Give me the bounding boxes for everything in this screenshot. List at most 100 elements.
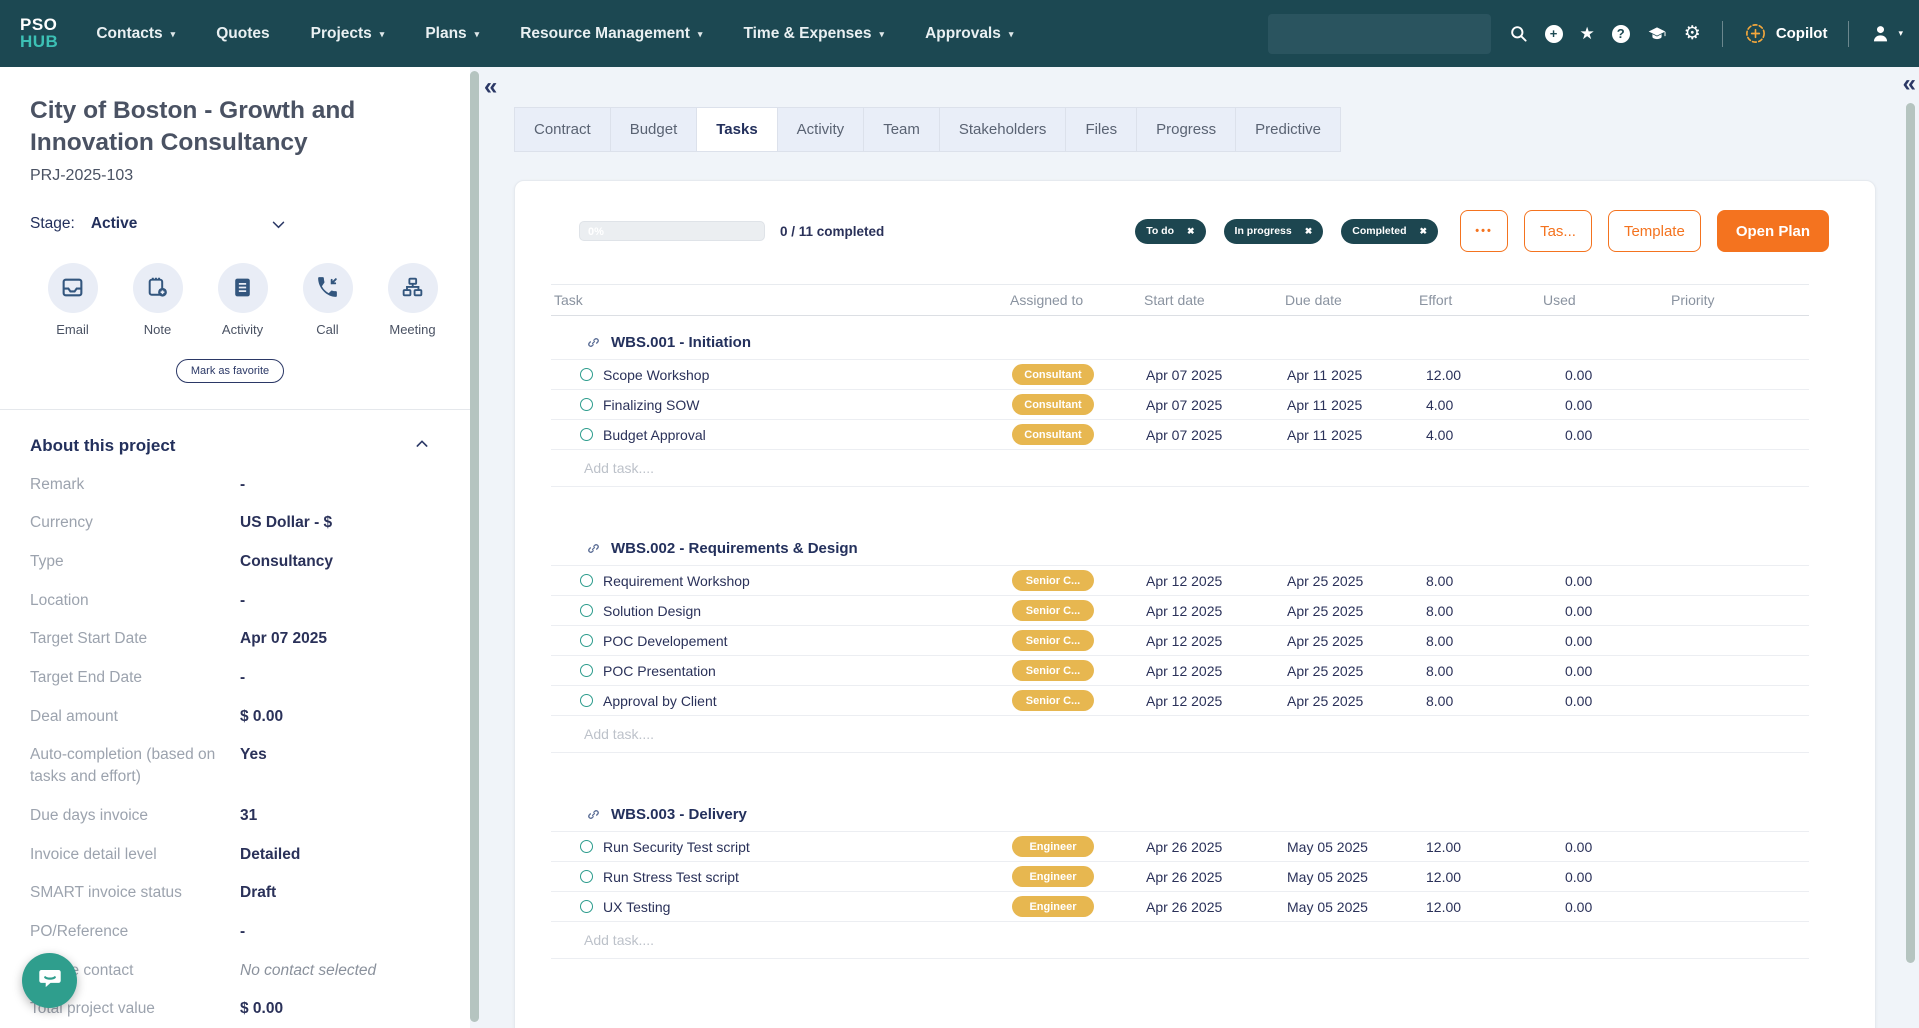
filter-chip-to-do[interactable]: To do ✖ (1135, 218, 1206, 244)
task-name[interactable]: POC Presentation (603, 662, 716, 679)
task-name[interactable]: Finalizing SOW (603, 396, 700, 413)
remove-filter-icon[interactable]: ✖ (1186, 225, 1195, 236)
quick-action-email[interactable]: Email (30, 262, 115, 337)
tab-progress[interactable]: Progress (1136, 107, 1237, 152)
task-name[interactable]: Budget Approval (603, 426, 706, 443)
caret-down-icon: ▾ (1898, 28, 1903, 38)
task-name[interactable]: Solution Design (603, 602, 702, 619)
remove-filter-icon[interactable]: ✖ (1304, 225, 1313, 236)
task-name[interactable]: POC Developement (603, 632, 728, 649)
assignee-badge[interactable]: Consultant (1012, 394, 1094, 415)
open-plan-button[interactable]: Open Plan (1716, 210, 1829, 252)
assignee-badge[interactable]: Consultant (1012, 424, 1094, 445)
tab-files[interactable]: Files (1065, 107, 1138, 152)
account-menu[interactable]: ▾ (1870, 23, 1903, 44)
task-status-circle[interactable] (580, 840, 593, 853)
task-status-circle[interactable] (580, 870, 593, 883)
copilot-button[interactable]: Copilot (1744, 22, 1827, 45)
group-name: WBS.001 - Initiation (611, 333, 752, 351)
field-row-invoice-detail-level: Invoice detail level Detailed (30, 844, 430, 866)
assignee-badge[interactable]: Consultant (1012, 364, 1094, 385)
tab-predictive[interactable]: Predictive (1235, 107, 1341, 152)
stage-value[interactable]: Active (90, 214, 138, 232)
task-status-circle[interactable] (580, 428, 593, 441)
tab-tasks[interactable]: Tasks (696, 107, 778, 152)
assignee-badge[interactable]: Engineer (1012, 836, 1094, 857)
task-status-circle[interactable] (580, 574, 593, 587)
task-name[interactable]: Run Security Test script (603, 838, 750, 855)
task-status-circle[interactable] (580, 368, 593, 381)
plus-circle-icon[interactable]: + (1544, 24, 1563, 43)
nav-item-contacts[interactable]: Contacts ▾ (96, 25, 175, 43)
filter-chip-completed[interactable]: Completed ✖ (1341, 218, 1439, 244)
user-avatar-icon (1870, 23, 1891, 44)
task-name[interactable]: Scope Workshop (603, 366, 710, 383)
assignee-badge[interactable]: Senior C... (1012, 690, 1094, 711)
psohub-logo[interactable]: PSO HUB (20, 16, 58, 49)
task-status-circle[interactable] (580, 664, 593, 677)
nav-item-time-expenses[interactable]: Time & Expenses ▾ (743, 25, 884, 43)
nav-item-quotes[interactable]: Quotes (216, 25, 269, 43)
collapse-sidebar-icon[interactable]: « (484, 73, 498, 100)
tab-activity[interactable]: Activity (776, 107, 865, 152)
assignee-badge[interactable]: Senior C... (1012, 660, 1094, 681)
quick-action-note[interactable]: Note (115, 262, 200, 337)
settings-gear-icon[interactable]: ⚙ (1683, 23, 1701, 44)
tab-budget[interactable]: Budget (609, 107, 698, 152)
group-name: WBS.003 - Delivery (611, 805, 747, 823)
template-button[interactable]: Template (1607, 210, 1701, 252)
task-name[interactable]: Requirement Workshop (603, 572, 750, 589)
task-name-cell: Run Stress Test script (551, 869, 1010, 885)
tab-stakeholders[interactable]: Stakeholders (938, 107, 1067, 152)
quick-action-call[interactable]: Call (285, 262, 370, 337)
quick-action-activity[interactable]: Activity (200, 262, 285, 337)
quick-action-meeting[interactable]: Meeting (370, 262, 455, 337)
assignee-badge[interactable]: Engineer (1012, 896, 1094, 917)
task-status-circle[interactable] (580, 900, 593, 913)
nav-item-approvals[interactable]: Approvals ▾ (925, 25, 1013, 43)
effort-cell: 12.00 (1426, 366, 1462, 383)
nav-item-resource-management[interactable]: Resource Management ▾ (520, 25, 702, 43)
academy-icon[interactable] (1647, 24, 1667, 44)
nav-item-plans[interactable]: Plans ▾ (425, 25, 479, 43)
collapse-panel-icon[interactable]: « (1902, 70, 1916, 97)
assignee-badge[interactable]: Senior C... (1012, 600, 1094, 621)
mark-favorite-button[interactable]: Mark as favorite (175, 358, 285, 383)
task-status-circle[interactable] (580, 604, 593, 617)
group-header[interactable]: WBS.002 - Requirements & Design (551, 531, 1809, 565)
global-search-input[interactable] (1267, 13, 1491, 54)
search-icon[interactable] (1509, 24, 1528, 43)
sidebar-scrollbar[interactable] (470, 71, 479, 1022)
group-header[interactable]: WBS.001 - Initiation (551, 325, 1809, 359)
task-status-circle[interactable] (580, 634, 593, 647)
assignee-badge[interactable]: Engineer (1012, 866, 1094, 887)
nav-item-label: Contacts (96, 24, 163, 42)
add-task-input[interactable]: Add task.... (551, 922, 1809, 959)
assignee-badge[interactable]: Senior C... (1012, 630, 1094, 651)
add-task-input[interactable]: Add task.... (551, 450, 1809, 487)
chevron-down-icon[interactable] (270, 216, 287, 238)
more-options-button[interactable]: ••• (1460, 210, 1509, 252)
column-header-priority: Priority (1671, 292, 1715, 308)
tab-team[interactable]: Team (863, 107, 940, 152)
filter-chip-in-progress[interactable]: In progress ✖ (1223, 218, 1324, 244)
chevron-up-icon[interactable] (414, 436, 430, 457)
nav-item-projects[interactable]: Projects ▾ (311, 25, 385, 43)
due-date-cell: Apr 25 2025 (1287, 602, 1364, 619)
task-name[interactable]: UX Testing (603, 898, 671, 915)
task-button[interactable]: Tas... (1524, 210, 1592, 252)
help-icon[interactable]: ? (1611, 24, 1630, 43)
add-task-input[interactable]: Add task.... (551, 716, 1809, 753)
field-value: Apr 07 2025 (240, 630, 328, 648)
chat-launcher-button[interactable] (22, 953, 77, 1008)
group-header[interactable]: WBS.003 - Delivery (551, 797, 1809, 831)
main-scrollbar[interactable] (1906, 103, 1915, 963)
task-name[interactable]: Run Stress Test script (603, 868, 739, 885)
favorites-star-icon[interactable]: ★ (1579, 24, 1595, 43)
task-status-circle[interactable] (580, 398, 593, 411)
task-name[interactable]: Approval by Client (603, 692, 717, 709)
assignee-badge[interactable]: Senior C... (1012, 570, 1094, 591)
remove-filter-icon[interactable]: ✖ (1419, 225, 1428, 236)
tab-contract[interactable]: Contract (514, 107, 611, 152)
task-status-circle[interactable] (580, 694, 593, 707)
